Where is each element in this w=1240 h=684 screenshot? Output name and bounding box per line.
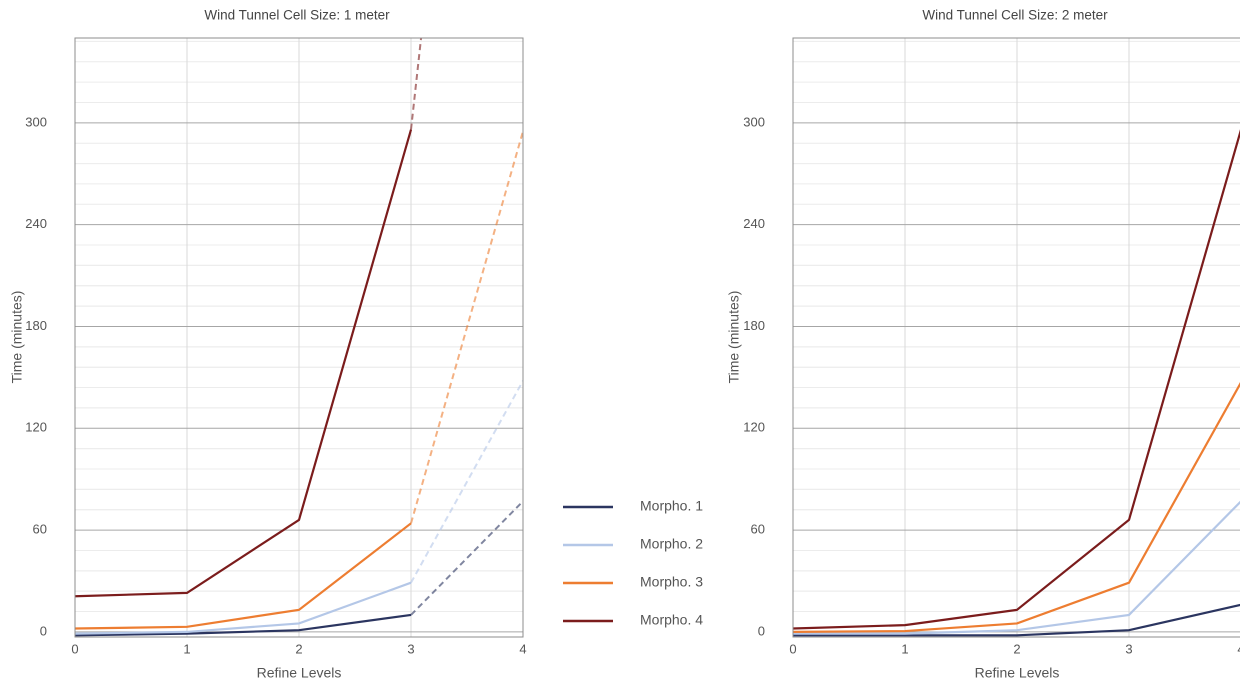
y-tick-label: 240 <box>743 216 765 231</box>
plot <box>793 38 1240 637</box>
x-axis-label: Refine Levels <box>257 665 342 681</box>
y-tick-label: 300 <box>25 114 47 129</box>
x-tick-label: 4 <box>519 641 526 656</box>
x-tick-label: 0 <box>71 641 78 656</box>
x-tick-label: 3 <box>407 641 414 656</box>
y-tick-label: 180 <box>743 318 765 333</box>
y-axis-label: Time (minutes) <box>726 291 742 384</box>
line <box>793 603 1240 637</box>
plot-border <box>74 37 524 638</box>
projection-line <box>410 131 523 524</box>
legend-label: Morpho. 4 <box>640 612 703 628</box>
line <box>75 129 413 598</box>
x-tick-label: 1 <box>183 641 190 656</box>
y-tick-label: 60 <box>33 522 47 537</box>
plot-border <box>792 37 1240 638</box>
line <box>793 500 1240 635</box>
y-tick-label: 0 <box>758 623 765 638</box>
y-tick-label: 0 <box>40 623 47 638</box>
line <box>793 129 1240 630</box>
y-tick-label: 120 <box>25 420 47 435</box>
legend-label: Morpho. 1 <box>640 498 703 514</box>
x-tick-label: 1 <box>901 641 908 656</box>
plot <box>75 38 523 637</box>
x-tick-label: 2 <box>295 641 302 656</box>
y-tick-label: 240 <box>25 216 47 231</box>
line <box>75 613 412 637</box>
legend-label: Morpho. 3 <box>640 574 703 590</box>
x-tick-label: 2 <box>1013 641 1020 656</box>
line <box>75 522 412 630</box>
x-tick-label: 4 <box>1237 641 1240 656</box>
y-tick-label: 300 <box>743 114 765 129</box>
legend-label: Morpho. 2 <box>640 536 703 552</box>
line <box>75 581 412 635</box>
projection-line <box>410 500 523 616</box>
projection-line <box>410 380 523 584</box>
x-axis-label: Refine Levels <box>975 665 1060 681</box>
x-tick-label: 3 <box>1125 641 1132 656</box>
y-tick-label: 180 <box>25 318 47 333</box>
chart-title: Wind Tunnel Cell Size: 1 meter <box>204 8 390 23</box>
y-tick-label: 60 <box>751 522 765 537</box>
y-axis-label: Time (minutes) <box>9 291 25 384</box>
y-tick-label: 120 <box>743 420 765 435</box>
projection-line <box>410 38 423 130</box>
chart-title: Wind Tunnel Cell Size: 2 meter <box>922 8 1108 23</box>
line <box>793 382 1240 634</box>
x-tick-label: 0 <box>789 641 796 656</box>
